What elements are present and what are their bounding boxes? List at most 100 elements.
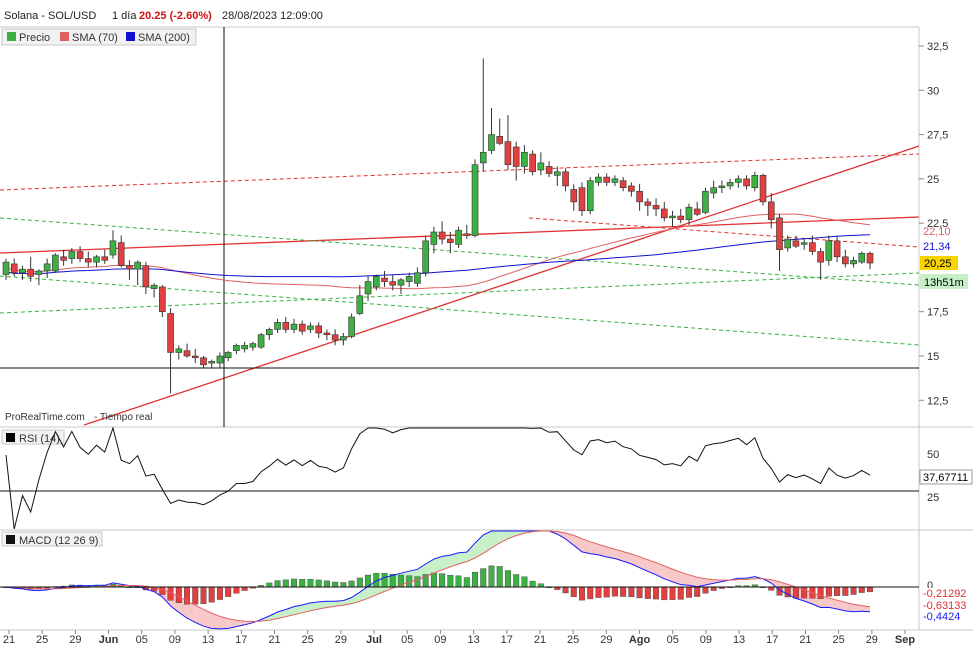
candle [866, 251, 874, 270]
sma70-price-label: 22,10 [923, 226, 951, 238]
candle [842, 249, 849, 268]
price-axis: 32,5 30 27,5 25 22,5 17,5 15 12,5 [919, 41, 948, 407]
candle-body [405, 275, 413, 282]
x-tick-label: 09 [434, 634, 446, 646]
macd-hist-bar [241, 586, 248, 591]
macd-fill-segment [450, 552, 459, 567]
candle-body [109, 240, 117, 256]
price-tick-label: 12,5 [927, 395, 948, 407]
candle [142, 262, 150, 294]
x-tick-label: Jun [99, 634, 119, 646]
candle-body [35, 270, 43, 275]
candle-body [348, 316, 355, 337]
candle-body [759, 175, 767, 203]
candle-body [866, 252, 874, 264]
macd-hist-bar [636, 586, 643, 599]
candle [735, 175, 742, 188]
legend-swatch-price [7, 32, 16, 41]
rising-support-line [83, 145, 920, 426]
candle [93, 255, 100, 268]
candle-body [298, 323, 306, 332]
candle-body [430, 231, 438, 245]
macd-fill-segment [828, 598, 838, 609]
candle [274, 318, 281, 333]
candle-body [76, 251, 84, 259]
macd-hist-bar [694, 586, 701, 597]
candle [10, 258, 18, 277]
candle [669, 210, 676, 227]
candle [619, 177, 627, 192]
x-tick-label: 09 [700, 634, 712, 646]
candle [809, 235, 816, 256]
macd-hist-bar [603, 586, 610, 598]
candle [381, 270, 388, 287]
candle [19, 265, 26, 280]
macd-hist-bar [233, 586, 240, 594]
candle-body [842, 256, 849, 265]
macd-fill-segment [853, 604, 862, 612]
x-tick-label: 29 [335, 634, 347, 646]
x-tick-label: 25 [36, 634, 48, 646]
macd-hist-bar [644, 586, 651, 599]
macd-fill-segment [475, 534, 484, 558]
macd-signal-value: -0,63133 [923, 600, 966, 612]
candle [677, 208, 685, 224]
macd-hist-bar [414, 576, 421, 588]
candle [447, 232, 454, 254]
macd-hist-bar [817, 586, 824, 600]
macd-hist-bar [274, 580, 281, 588]
candle-body [84, 258, 92, 263]
instrument-title: Solana - SOL/USD [4, 10, 96, 22]
macd-hist-bar [521, 576, 528, 588]
candle [792, 235, 800, 248]
candle-body [743, 178, 750, 187]
candle [850, 256, 857, 268]
candle-body [479, 151, 487, 164]
macd-fill-segment [203, 609, 212, 629]
candle [60, 249, 67, 266]
rsi-panel: RSI (14) 50 25 37,67711 [0, 426, 973, 530]
candle [27, 256, 34, 282]
macd-line [5, 530, 871, 630]
candle [685, 203, 693, 225]
price-tick-label: 32,5 [927, 41, 948, 53]
macd-hist-bar [439, 573, 446, 588]
rsi-tick-50: 50 [927, 449, 939, 461]
candle-body [2, 261, 10, 275]
green-rising-dashed [0, 272, 920, 314]
candle-body [776, 217, 783, 251]
macd-hist-bar [842, 586, 849, 596]
candle [636, 184, 643, 211]
price-tick-label: 22,5 [927, 218, 948, 230]
rsi-line [5, 426, 871, 530]
candle-body [669, 215, 676, 219]
candle-body [233, 345, 240, 351]
candle-body [389, 281, 397, 286]
macd-hist-bar [620, 586, 627, 597]
macd-hist-bar [488, 565, 495, 588]
candle [183, 343, 191, 358]
rsi-value-box [919, 469, 973, 485]
macd-fill-segment [573, 535, 582, 552]
macd-fill-segment [425, 559, 434, 577]
macd-hist-bar [430, 572, 437, 588]
legend-sma70: SMA (70) [72, 32, 118, 44]
candle [126, 260, 133, 280]
candle-body [792, 240, 800, 247]
macd-hist-bar [225, 586, 232, 597]
candle [521, 145, 528, 174]
sma200-price-label: 21,34 [923, 241, 951, 253]
candle [759, 173, 767, 206]
candle [586, 177, 594, 215]
candle-body [455, 229, 462, 245]
x-tick-label: 21 [3, 634, 15, 646]
macd-fill-segment [647, 559, 657, 575]
macd-fill-segment [211, 613, 220, 629]
candle [825, 235, 833, 266]
x-tick-label: 05 [401, 634, 413, 646]
macd-fill-segment [351, 592, 360, 604]
rsi-value: 37,67711 [923, 472, 968, 484]
macd-hist-bar [455, 575, 462, 588]
candle [356, 285, 364, 316]
candle-body [586, 180, 594, 212]
